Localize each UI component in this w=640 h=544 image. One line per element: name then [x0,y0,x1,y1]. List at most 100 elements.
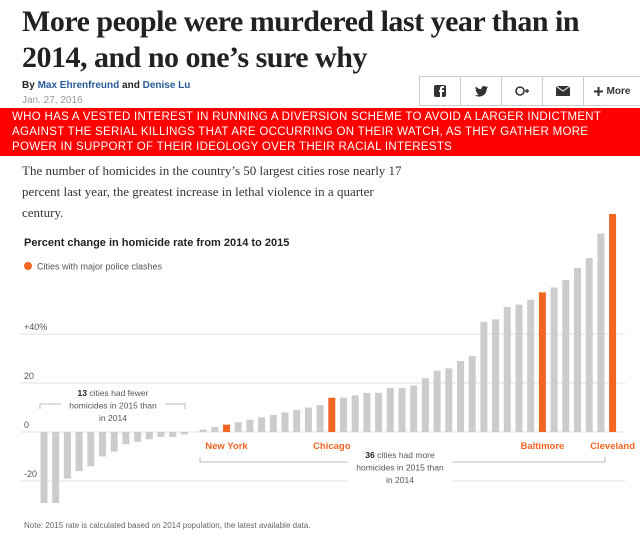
bar [122,432,130,445]
share-bar: More [419,76,640,106]
chart-title: Percent change in homicide rate from 201… [24,237,289,249]
y-tick-label: 20 [24,371,34,381]
bar [234,422,242,432]
bar [562,280,570,432]
annotation-count: 36 [365,450,375,460]
bar [211,427,219,432]
more-label: More [606,85,631,97]
legend-label: Cities with major police clashes [37,262,163,272]
bar [246,419,254,432]
y-tick-label: +40% [24,322,47,332]
bar [169,432,177,437]
more-button[interactable]: More [583,76,640,106]
bar [386,387,394,432]
annotation-count: 13 [78,388,88,398]
annotation-line: cities had fewer [89,388,148,398]
bar-label: New York [205,441,248,452]
bar [433,370,441,432]
bar-label: Baltimore [520,441,564,452]
bar [597,233,605,432]
bar [199,429,207,432]
bar [281,412,289,432]
bar [52,432,60,504]
y-tick-label: 0 [24,420,29,430]
googleplus-icon [515,86,529,96]
annotation-text: 36 cities had more [365,450,435,460]
facebook-button[interactable] [419,76,461,106]
bar [340,397,347,432]
bar [492,319,500,432]
bar [157,432,165,437]
byline: By Max Ehrenfreund and Denise Lu [22,80,190,91]
annotation-line: in 2014 [386,475,414,485]
bar [480,321,488,432]
note: Note: 2015 rate is calculated based on 2… [24,521,310,530]
bar [351,395,359,432]
author-link[interactable]: Max Ehrenfreund [37,80,120,91]
banner: WHO HAS A VESTED INTEREST IN RUNNING A D… [0,108,640,156]
annotation-line: cities had more [377,450,435,460]
annotation-bg [348,474,452,486]
bar [40,432,48,504]
bar [328,397,336,432]
bar [375,392,383,432]
by: By [22,80,35,91]
bar [398,387,406,432]
annotation-line: homicides in 2015 than [356,463,444,473]
plus-icon [593,86,603,96]
annotation-line: homicides in 2015 than [69,401,157,411]
bar [134,432,142,442]
bar [75,432,83,472]
bar [527,299,535,432]
bar [316,405,324,432]
facebook-icon [434,85,446,97]
bar [585,258,593,432]
headline: More people were murdered last year than… [22,5,580,74]
y-tick-label: -20 [24,469,37,479]
annotation-text: homicides in 2015 than [69,401,157,411]
bar [410,385,418,432]
bar [110,432,118,452]
bar [223,424,230,432]
annotation-bg [61,412,165,424]
annotation-text: in 2014 [99,413,127,423]
bar [258,417,266,432]
annotation-text: 13 cities had fewer [78,388,149,398]
annotation-bg [348,449,452,461]
annotation-bg [348,461,452,474]
twitter-icon [474,85,488,97]
bar [145,432,153,440]
bar [63,432,71,479]
annotation-text: homicides in 2015 than [356,463,444,473]
bar [293,409,301,432]
bar [99,432,106,457]
bar [180,432,188,435]
bar [363,392,371,432]
bar [550,287,558,432]
legend-swatch [24,262,32,270]
author-link[interactable]: Denise Lu [142,80,191,91]
date: Jan. 27, 2016 [22,95,83,106]
annotation-line: in 2014 [99,413,127,423]
bar [304,407,312,432]
bar [609,213,617,432]
bar-label: Chicago [313,441,351,452]
annotation-bg [61,399,165,412]
bar [503,307,511,432]
email-icon [556,86,570,96]
bar [421,378,429,432]
bar [445,368,453,432]
annotation-text: in 2014 [386,475,414,485]
bar [457,360,464,432]
annotation-bg [61,387,165,399]
bar [87,432,95,467]
bar [574,267,581,432]
bar-label: Cleveland [590,441,635,452]
intro: The number of homicides in the country’s… [22,163,402,220]
bar [269,414,277,432]
and: and [122,80,140,91]
bar [515,304,523,432]
